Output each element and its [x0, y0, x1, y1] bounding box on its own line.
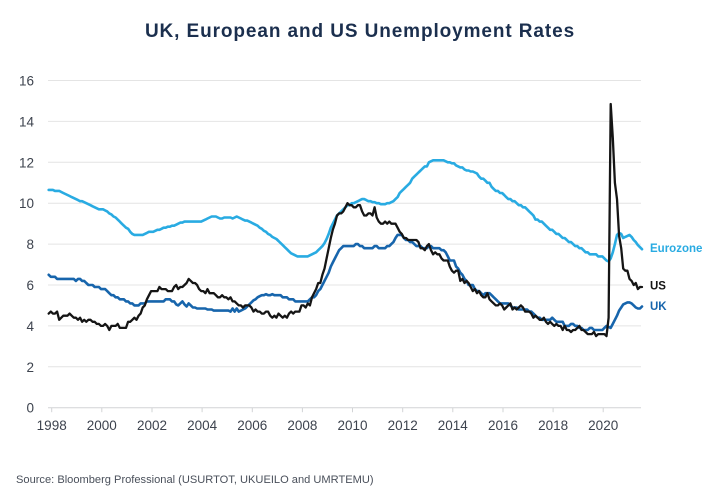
svg-text:2006: 2006 — [237, 418, 267, 433]
svg-text:2018: 2018 — [538, 418, 568, 433]
svg-text:0: 0 — [26, 401, 34, 416]
svg-text:2002: 2002 — [137, 418, 167, 433]
svg-text:12: 12 — [19, 155, 34, 170]
svg-text:2016: 2016 — [488, 418, 518, 433]
svg-text:2010: 2010 — [337, 418, 367, 433]
svg-text:2020: 2020 — [588, 418, 618, 433]
svg-text:2008: 2008 — [287, 418, 317, 433]
svg-text:UK: UK — [650, 301, 667, 313]
svg-text:US: US — [650, 281, 666, 293]
svg-text:2014: 2014 — [438, 418, 469, 433]
svg-text:2012: 2012 — [388, 418, 418, 433]
svg-text:Eurozone: Eurozone — [650, 243, 702, 255]
svg-text:2: 2 — [26, 360, 34, 375]
svg-text:14: 14 — [19, 114, 35, 129]
svg-text:1998: 1998 — [37, 418, 67, 433]
svg-text:16: 16 — [19, 74, 34, 89]
svg-text:2004: 2004 — [187, 418, 218, 433]
svg-text:4: 4 — [26, 319, 34, 334]
svg-text:8: 8 — [26, 237, 34, 252]
svg-text:10: 10 — [19, 196, 34, 211]
svg-text:6: 6 — [26, 278, 34, 293]
svg-text:2000: 2000 — [87, 418, 117, 433]
